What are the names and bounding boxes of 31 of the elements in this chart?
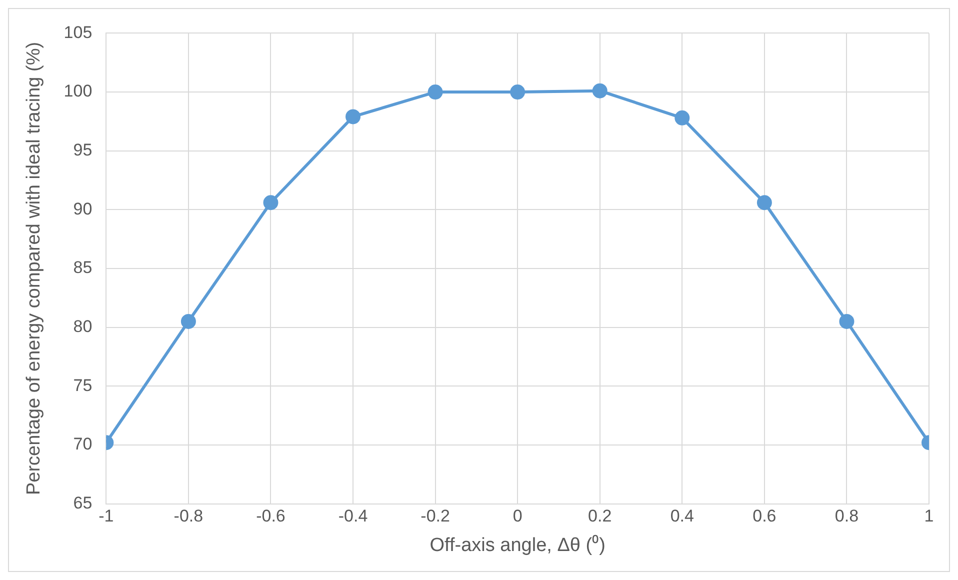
x-tick-label: 0.2 [588, 506, 612, 526]
y-tick-label: 90 [73, 199, 92, 218]
y-tick-label: 65 [73, 493, 92, 512]
x-tick-label: -0.4 [338, 506, 368, 526]
y-tick-label: 85 [73, 258, 92, 278]
y-tick-label: 105 [64, 22, 92, 42]
x-tick-label: -0.2 [420, 506, 450, 526]
point [674, 110, 690, 126]
point [510, 84, 526, 100]
x-tick-label: -0.6 [256, 506, 286, 526]
point [346, 109, 361, 124]
x-axis-title: Off-axis angle, Δθ (⁰) [430, 534, 606, 556]
x-tick-label: -1 [98, 506, 114, 526]
point [263, 195, 278, 210]
point [428, 84, 443, 100]
y-tick-label: 80 [73, 317, 92, 336]
point [756, 195, 772, 210]
x-tick-label: 0.6 [752, 506, 776, 526]
x-tick-label: 0 [512, 506, 522, 526]
y-tick-label: 75 [73, 376, 92, 395]
point [592, 83, 608, 98]
y-tick-label: 70 [73, 434, 92, 454]
point [839, 314, 854, 329]
x-tick-label: -0.8 [174, 506, 204, 526]
y-tick-label: 100 [64, 82, 92, 101]
x-tick-label: 1 [924, 506, 934, 526]
y-tick-label: 95 [73, 140, 92, 160]
x-tick-label: 0.4 [670, 506, 694, 526]
y-axis-title: Percentage of energy compared with ideal tracing (%) [24, 42, 45, 496]
x-tick-label: 0.8 [834, 506, 859, 526]
point [180, 314, 196, 329]
